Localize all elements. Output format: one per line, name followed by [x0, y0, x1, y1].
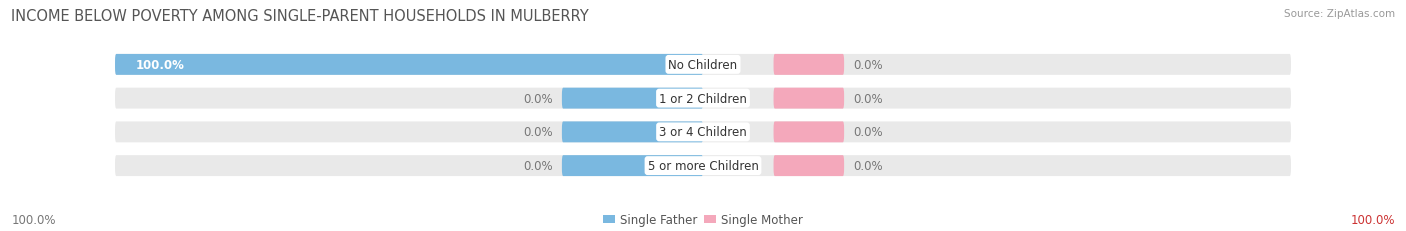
Text: 0.0%: 0.0%	[853, 92, 883, 105]
FancyBboxPatch shape	[773, 55, 844, 76]
FancyBboxPatch shape	[773, 122, 844, 143]
FancyBboxPatch shape	[773, 155, 844, 176]
FancyBboxPatch shape	[115, 55, 1291, 76]
Text: 5 or more Children: 5 or more Children	[648, 159, 758, 172]
Text: 0.0%: 0.0%	[523, 126, 553, 139]
Text: 100.0%: 100.0%	[11, 213, 56, 226]
Text: 0.0%: 0.0%	[523, 159, 553, 172]
Legend: Single Father, Single Mother: Single Father, Single Mother	[599, 209, 807, 231]
Text: Source: ZipAtlas.com: Source: ZipAtlas.com	[1284, 9, 1395, 19]
Text: 100.0%: 100.0%	[135, 59, 184, 72]
Text: 3 or 4 Children: 3 or 4 Children	[659, 126, 747, 139]
Text: 0.0%: 0.0%	[853, 59, 883, 72]
FancyBboxPatch shape	[562, 122, 703, 143]
FancyBboxPatch shape	[562, 88, 703, 109]
Text: 100.0%: 100.0%	[1350, 213, 1395, 226]
FancyBboxPatch shape	[773, 88, 844, 109]
Text: 1 or 2 Children: 1 or 2 Children	[659, 92, 747, 105]
FancyBboxPatch shape	[115, 122, 1291, 143]
FancyBboxPatch shape	[115, 155, 1291, 176]
FancyBboxPatch shape	[115, 88, 1291, 109]
Text: INCOME BELOW POVERTY AMONG SINGLE-PARENT HOUSEHOLDS IN MULBERRY: INCOME BELOW POVERTY AMONG SINGLE-PARENT…	[11, 9, 589, 24]
Text: 0.0%: 0.0%	[853, 159, 883, 172]
Text: 0.0%: 0.0%	[853, 126, 883, 139]
Text: No Children: No Children	[668, 59, 738, 72]
FancyBboxPatch shape	[115, 55, 703, 76]
FancyBboxPatch shape	[562, 155, 703, 176]
Text: 0.0%: 0.0%	[523, 92, 553, 105]
